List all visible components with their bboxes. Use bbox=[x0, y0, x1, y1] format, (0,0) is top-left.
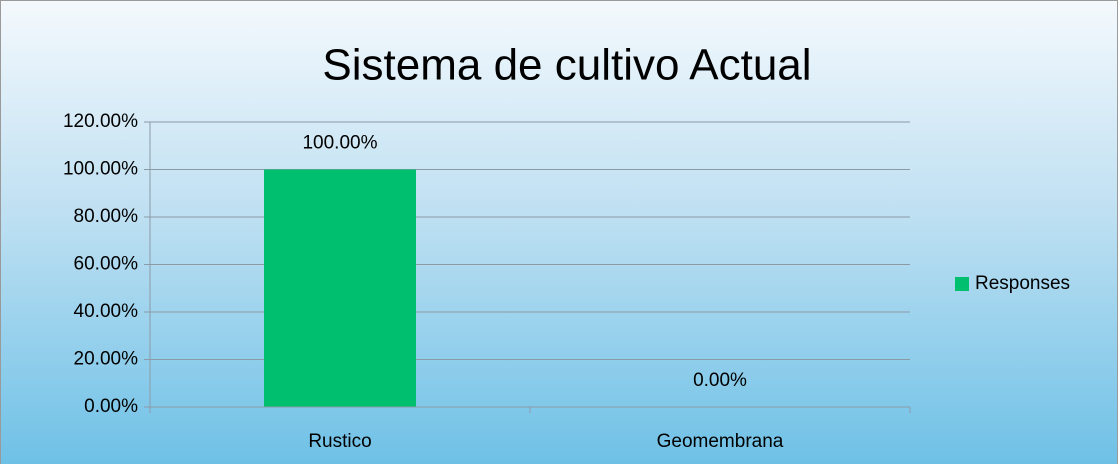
data-label: 100.00% bbox=[302, 133, 377, 154]
x-tick-label: Geomembrana bbox=[657, 431, 784, 452]
legend-swatch bbox=[955, 277, 969, 291]
y-tick-label: 120.00% bbox=[63, 111, 138, 132]
y-tick-label: 40.00% bbox=[74, 301, 139, 322]
data-label: 0.00% bbox=[693, 370, 747, 391]
legend-label: Responses bbox=[975, 273, 1070, 294]
y-tick-label: 0.00% bbox=[84, 396, 138, 417]
y-tick-label: 100.00% bbox=[63, 159, 138, 180]
chart-title: Sistema de cultivo Actual bbox=[322, 41, 811, 90]
y-tick-label: 80.00% bbox=[74, 206, 139, 227]
bar bbox=[264, 169, 416, 407]
x-tick-label: Rustico bbox=[308, 431, 371, 452]
y-tick-label: 20.00% bbox=[74, 349, 139, 370]
y-tick-label: 60.00% bbox=[74, 254, 139, 275]
